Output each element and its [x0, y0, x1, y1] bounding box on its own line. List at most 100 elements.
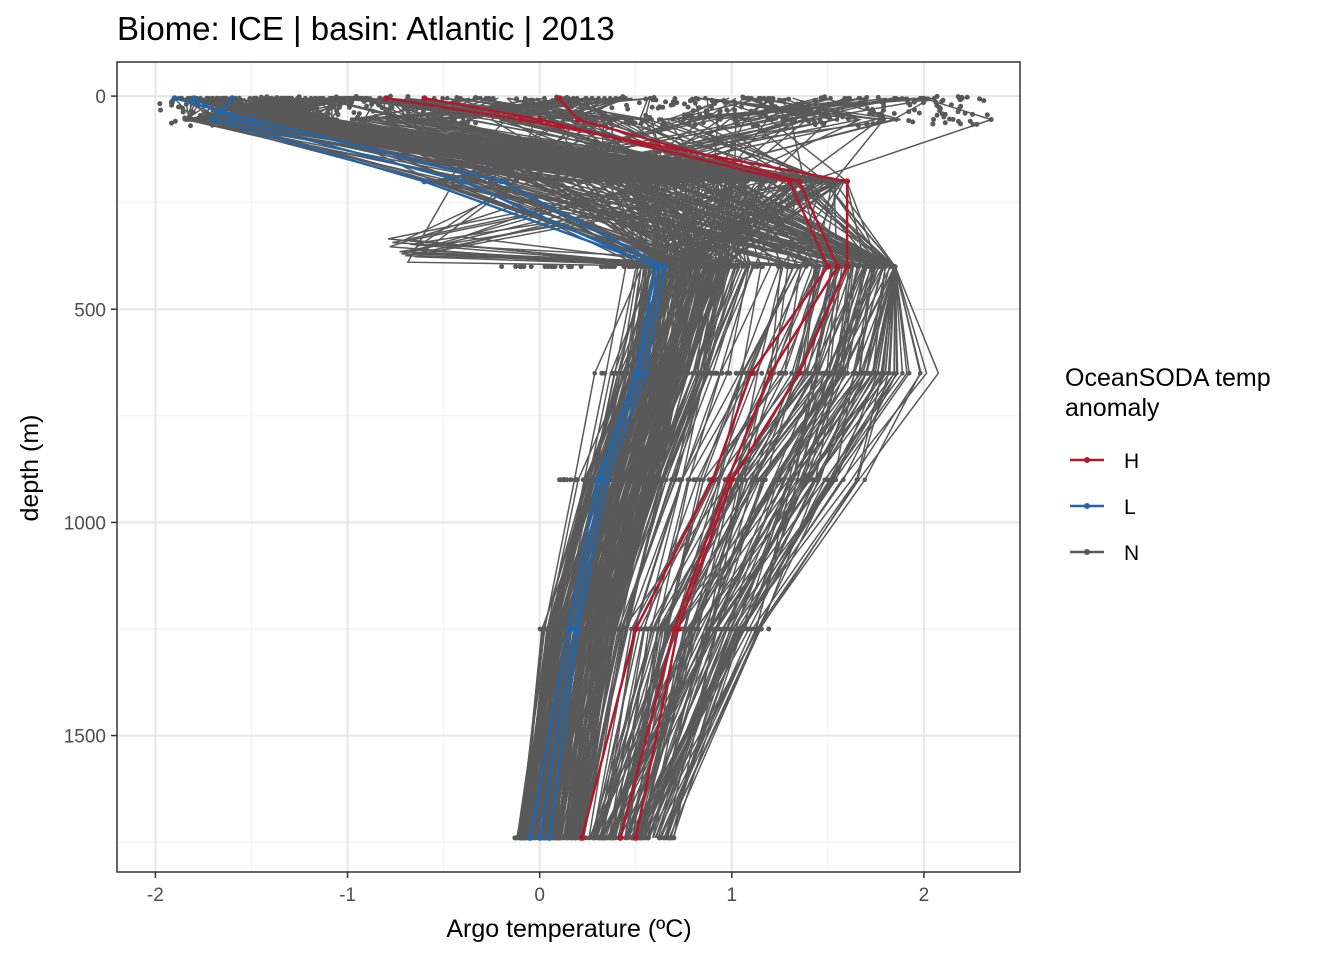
level-point-n: [730, 264, 736, 270]
surface-point-n: [188, 116, 194, 122]
profile-line-n: [206, 97, 682, 839]
level-point-n: [727, 370, 733, 376]
surface-point-n: [748, 108, 754, 114]
surface-point-n: [950, 116, 956, 122]
level-point-n: [759, 370, 765, 376]
surface-point-n: [451, 117, 457, 123]
surface-point-n: [294, 120, 300, 126]
surface-point-n: [840, 114, 846, 120]
level-point-n: [844, 370, 850, 376]
level-point-n: [780, 477, 786, 483]
profile-point-h: [724, 476, 731, 483]
profile-point-n: [349, 117, 355, 122]
surface-point-n: [168, 120, 174, 126]
surface-point-n: [781, 97, 787, 103]
surface-point-n: [790, 116, 796, 122]
profile-point-n: [739, 370, 745, 376]
level-point-n: [551, 264, 557, 270]
legend-key-point-n: [1084, 549, 1090, 555]
surface-point-n: [880, 114, 886, 120]
profile-point-n: [811, 370, 817, 376]
level-point-n: [606, 264, 612, 270]
profile-line-n: [593, 97, 886, 839]
profile-line-n: [527, 97, 861, 839]
profile-point-h: [796, 370, 803, 377]
surface-point-n: [275, 97, 281, 103]
surface-point-n: [774, 123, 780, 129]
surface-point-n: [704, 110, 710, 116]
profile-point-l: [421, 178, 428, 185]
profile-point-h: [575, 116, 582, 123]
surface-point-n: [390, 99, 396, 105]
level-point-n: [638, 626, 644, 632]
surface-point-n: [742, 111, 748, 117]
surface-point-n: [405, 93, 411, 99]
level-point-n: [669, 477, 675, 483]
surface-point-n: [789, 103, 795, 109]
surface-point-n: [697, 112, 703, 118]
surface-point-n: [712, 101, 718, 107]
level-point-n: [598, 264, 604, 270]
surface-point-n: [176, 104, 182, 110]
profile-line-n: [508, 97, 732, 839]
surface-point-n: [911, 99, 917, 105]
profile-point-n: [806, 178, 812, 184]
surface-point-n: [724, 107, 730, 113]
level-point-n: [715, 477, 721, 483]
level-point-n: [585, 477, 591, 483]
surface-point-n: [797, 107, 803, 113]
profile-point-n: [617, 477, 623, 483]
legend-keys: [1070, 457, 1104, 555]
surface-point-n: [871, 111, 877, 117]
level-point-n: [680, 626, 686, 632]
surface-point-n: [284, 100, 290, 106]
profile-line-n: [271, 97, 702, 838]
surface-point-n: [377, 95, 383, 101]
surface-point-n: [708, 112, 714, 118]
level-point-n: [673, 370, 679, 376]
profile-point-n: [561, 117, 567, 122]
profile-point-l: [229, 116, 236, 123]
profile-point-l: [527, 834, 534, 841]
profile-line-n: [386, 98, 800, 839]
level-point-n: [736, 626, 742, 632]
surface-point-n: [974, 121, 980, 127]
level-point-n: [776, 477, 782, 483]
surface-point-n: [955, 118, 961, 124]
level-point-n: [830, 264, 836, 270]
y-tick-label: 500: [74, 300, 106, 321]
surface-point-n: [970, 122, 976, 128]
surface-point-n: [962, 110, 968, 116]
level-point-n: [558, 264, 564, 270]
surface-point-n: [916, 110, 922, 116]
profile-line-h: [424, 96, 830, 839]
surface-point-n: [270, 108, 276, 114]
surface-point-n: [869, 106, 875, 112]
profile-point-h: [421, 95, 428, 102]
surface-point-n: [812, 119, 818, 125]
surface-point-n: [514, 96, 520, 102]
surface-point-n: [291, 101, 297, 107]
surface-point-n: [319, 112, 325, 118]
level-point-n: [649, 370, 655, 376]
level-point-n: [545, 264, 551, 270]
level-point-n: [794, 264, 800, 270]
level-point-n: [654, 477, 660, 483]
level-point-n: [742, 477, 748, 483]
surface-point-n: [296, 94, 302, 100]
surface-point-n: [895, 96, 901, 102]
surface-point-n: [524, 111, 530, 117]
surface-point-n: [843, 101, 849, 107]
plot-panel-border: [116, 61, 1021, 873]
surface-point-n: [845, 116, 851, 122]
x-axis-title: Argo temperature (ºC): [446, 915, 691, 943]
profile-point-l: [571, 626, 578, 632]
level-point-n: [704, 264, 710, 270]
surface-point-n: [282, 118, 288, 124]
surface-point-n: [232, 104, 238, 110]
profile-point-n: [673, 477, 679, 483]
surface-point-n: [530, 97, 536, 103]
level-point-n: [591, 626, 597, 632]
profile-point-h: [786, 178, 793, 185]
profile-point-l: [536, 834, 543, 841]
